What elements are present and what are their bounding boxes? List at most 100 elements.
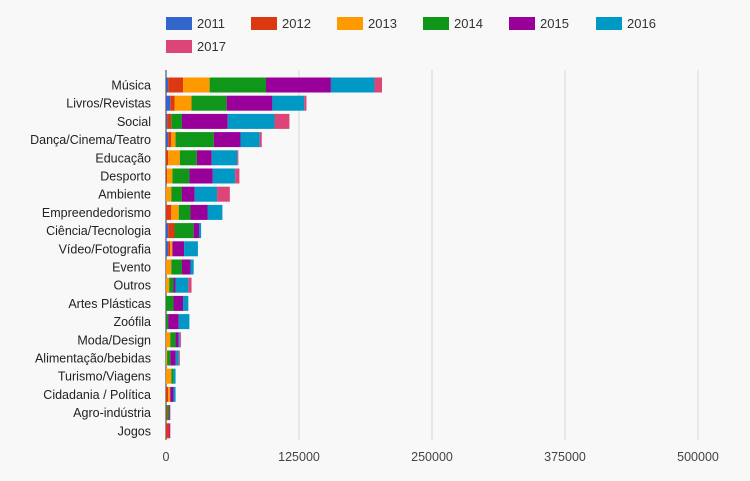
bar-segment[interactable]: [193, 223, 199, 239]
bar-segment[interactable]: [175, 332, 179, 348]
bar-segment[interactable]: [166, 150, 169, 166]
bar-segment[interactable]: [171, 259, 182, 275]
bar-segment[interactable]: [172, 168, 190, 184]
bar-segment[interactable]: [178, 204, 191, 220]
bar-segment[interactable]: [175, 132, 214, 148]
legend-item[interactable]: 2012: [251, 16, 311, 31]
bar-segment[interactable]: [169, 405, 171, 421]
bar-segment[interactable]: [209, 77, 267, 93]
bar-segment[interactable]: [217, 186, 230, 202]
bar-segment[interactable]: [213, 132, 241, 148]
bar-segment[interactable]: [172, 241, 185, 257]
legend-item[interactable]: 2014: [423, 16, 483, 31]
bar-segment[interactable]: [173, 386, 176, 402]
bar-segment[interactable]: [166, 113, 168, 129]
bar-segment[interactable]: [184, 241, 198, 257]
bar-segment[interactable]: [240, 132, 260, 148]
bar-segment[interactable]: [166, 368, 172, 384]
bar-segment[interactable]: [168, 150, 180, 166]
bar-segment[interactable]: [166, 259, 172, 275]
bar-segment[interactable]: [178, 332, 180, 348]
bar-segment[interactable]: [171, 132, 176, 148]
bar-segment[interactable]: [166, 223, 169, 239]
bar-segment[interactable]: [174, 95, 192, 111]
bar-segment[interactable]: [189, 168, 213, 184]
bar-segment[interactable]: [259, 132, 262, 148]
bar-segment[interactable]: [191, 95, 227, 111]
bar-segment[interactable]: [167, 168, 173, 184]
bar-segment[interactable]: [174, 223, 194, 239]
legend-item[interactable]: 2015: [509, 16, 569, 31]
bar-segment[interactable]: [170, 241, 173, 257]
bar-segment[interactable]: [166, 405, 168, 421]
bar-segment[interactable]: [171, 113, 182, 129]
bar-segment[interactable]: [173, 368, 176, 384]
legend-item[interactable]: 2013: [337, 16, 397, 31]
bar-segment[interactable]: [181, 186, 195, 202]
bar-segment[interactable]: [166, 186, 172, 202]
bar-segment[interactable]: [330, 77, 375, 93]
bar-segment[interactable]: [167, 350, 171, 366]
bar-segment[interactable]: [169, 423, 171, 439]
bar-segment[interactable]: [196, 150, 212, 166]
bar-segment[interactable]: [181, 259, 191, 275]
bar-segment[interactable]: [211, 150, 238, 166]
bar-segment[interactable]: [179, 332, 181, 348]
bar-segment[interactable]: [173, 295, 184, 311]
bar-segment[interactable]: [266, 77, 331, 93]
bar-segment[interactable]: [166, 204, 172, 220]
bar-segment[interactable]: [178, 350, 180, 366]
bar-segment[interactable]: [226, 95, 273, 111]
bar-segment[interactable]: [374, 77, 382, 93]
bar-segment[interactable]: [169, 277, 174, 293]
bar-segment[interactable]: [178, 314, 190, 330]
bar-segment[interactable]: [272, 95, 305, 111]
bar-segment[interactable]: [171, 204, 179, 220]
bar-segment[interactable]: [175, 277, 189, 293]
bar-segment[interactable]: [170, 350, 176, 366]
bar-segment[interactable]: [170, 95, 175, 111]
bar-segment[interactable]: [166, 77, 169, 93]
bar-segment[interactable]: [181, 113, 228, 129]
bar-segment[interactable]: [167, 113, 172, 129]
bar-segment[interactable]: [183, 77, 210, 93]
bar-segment[interactable]: [166, 332, 171, 348]
bar-segment[interactable]: [167, 405, 170, 421]
bar-segment[interactable]: [207, 204, 223, 220]
bar-segment[interactable]: [183, 295, 189, 311]
bar-segment[interactable]: [171, 368, 174, 384]
bar-segment[interactable]: [168, 77, 184, 93]
bar-segment[interactable]: [166, 132, 169, 148]
bar-segment[interactable]: [166, 423, 170, 439]
bar-segment[interactable]: [166, 314, 169, 330]
bar-segment[interactable]: [274, 113, 290, 129]
bar-segment[interactable]: [212, 168, 236, 184]
bar-segment[interactable]: [190, 259, 194, 275]
legend-item[interactable]: 2016: [596, 16, 656, 31]
bar-segment[interactable]: [304, 95, 307, 111]
bar-segment[interactable]: [235, 168, 240, 184]
bar-segment[interactable]: [168, 132, 172, 148]
bar-segment[interactable]: [168, 223, 175, 239]
bar-segment[interactable]: [171, 186, 182, 202]
bar-segment[interactable]: [166, 350, 168, 366]
bar-segment[interactable]: [166, 168, 168, 184]
bar-segment[interactable]: [168, 386, 171, 402]
legend-item[interactable]: 2011: [166, 16, 225, 31]
bar-segment[interactable]: [227, 113, 275, 129]
bar-segment[interactable]: [170, 386, 174, 402]
bar-segment[interactable]: [166, 95, 171, 111]
bar-segment[interactable]: [237, 150, 239, 166]
bar-segment[interactable]: [168, 241, 171, 257]
bar-segment[interactable]: [194, 186, 218, 202]
bar-segment[interactable]: [168, 314, 179, 330]
bar-segment[interactable]: [166, 277, 170, 293]
bar-segment[interactable]: [198, 223, 202, 239]
bar-segment[interactable]: [166, 386, 169, 402]
legend[interactable]: 2011 2012 2013 2014 2015 2016 2017: [166, 16, 656, 54]
bar-segment[interactable]: [170, 332, 176, 348]
bar-segment[interactable]: [188, 277, 192, 293]
bar-segment[interactable]: [175, 350, 179, 366]
bar-segment[interactable]: [166, 241, 169, 257]
bar-segment[interactable]: [166, 295, 174, 311]
